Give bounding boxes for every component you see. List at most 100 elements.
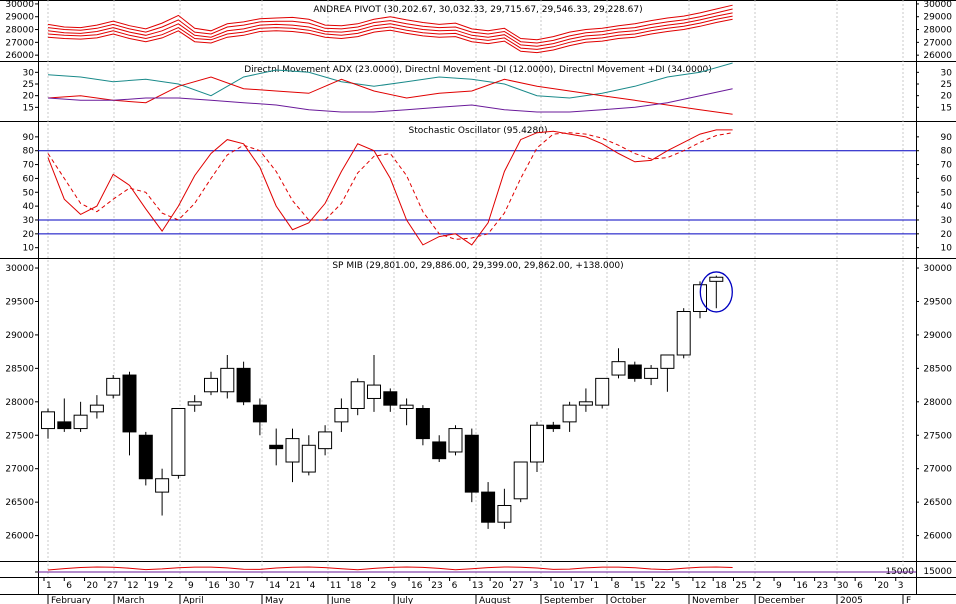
candle-body <box>204 377 218 393</box>
y-tick-label-right: 27500 <box>923 431 952 441</box>
candle-body <box>236 367 251 403</box>
x-day-label: 12 <box>127 581 138 591</box>
candle-body <box>89 404 104 413</box>
dmi-panel: Directnl Movement ADX (23.0000), Directn… <box>23 62 953 115</box>
x-day-label: 9 <box>391 581 397 591</box>
y-tick-label-right: 29000 <box>923 331 952 341</box>
y-tick-label-right: 26500 <box>923 498 952 508</box>
candle-body <box>318 431 333 450</box>
x-day-label: 6 <box>452 581 458 591</box>
y-tick-label-right: 80 <box>941 147 953 157</box>
y-tick-label-right: 50 <box>941 188 953 198</box>
y-tick-label-left: 27000 <box>5 465 34 475</box>
y-tick-label-right: 26000 <box>923 532 952 542</box>
x-day-label: 22 <box>654 581 665 591</box>
y-tick-label-right: 29000 <box>923 13 952 23</box>
y-tick-label-left: 25 <box>23 80 34 90</box>
series-line-di <box>47 62 733 99</box>
x-day-label: 21 <box>289 581 300 591</box>
candle-body <box>464 434 479 493</box>
y-tick-label-left: 28000 <box>5 26 34 36</box>
candle-body <box>334 407 349 423</box>
candle-body <box>367 384 381 399</box>
candle-body <box>481 491 496 523</box>
x-day-label: 30 <box>837 581 849 591</box>
y-tick-label-right: 26000 <box>923 51 952 61</box>
y-tick-label-left: 30 <box>23 68 35 78</box>
x-day-label: 7 <box>249 581 255 591</box>
y-tick-label-left: 50 <box>23 188 35 198</box>
stochastic-panel: Stochastic Oscillator (95.4280) 90 90 80 80… <box>23 126 953 254</box>
x-day-label: 1 <box>46 581 52 591</box>
x-month-label: September <box>544 596 594 604</box>
series-line-s1 <box>47 15 733 50</box>
y-tick-label-left: 30000 <box>5 264 34 274</box>
x-day-label: 20 <box>492 581 504 591</box>
pivot-panel: ANDREA PIVOT (30,202.67, 30,032.33, 29,7… <box>5 0 952 61</box>
x-month-label: March <box>117 596 144 604</box>
series-line-d <box>47 132 733 240</box>
x-month-label: August <box>479 596 511 604</box>
y-tick-label-left: 20 <box>23 230 35 240</box>
y-tick-label-right: 28000 <box>923 398 952 408</box>
x-day-label: 6 <box>66 581 72 591</box>
x-month-label: F <box>906 596 911 604</box>
series-line-pivot <box>47 12 733 47</box>
x-day-label: 13 <box>472 581 483 591</box>
candlesticks <box>41 275 724 529</box>
x-month-label: February <box>51 596 92 604</box>
stochastic-title: Stochastic Oscillator (95.4280) <box>408 126 547 136</box>
x-day-label: 16 <box>796 581 808 591</box>
x-month-label: 2005 <box>840 596 863 604</box>
candle-body <box>220 367 235 393</box>
x-day-label: 16 <box>411 581 423 591</box>
x-day-label: 2 <box>168 581 174 591</box>
highlight-circle <box>699 271 733 313</box>
y-tick-label-right: 60 <box>941 174 953 184</box>
candle-body <box>578 401 593 406</box>
y-tick-label-right: 27000 <box>923 38 952 48</box>
candle-body <box>595 377 610 406</box>
x-day-label: 27 <box>512 581 523 591</box>
stochastic-lines <box>47 129 733 246</box>
y-tick-label-left: 29000 <box>5 13 34 23</box>
y-tick-label-left: 28500 <box>5 364 34 374</box>
x-day-label: 1 <box>594 581 600 591</box>
x-day-label: 30 <box>229 581 241 591</box>
y-tick-label-left: 26000 <box>5 51 34 61</box>
price-title: SP MIB (29,801.00, 29,886.00, 29,399.00,… <box>332 261 623 271</box>
candle-body <box>301 444 316 473</box>
x-day-label: 5 <box>675 581 681 591</box>
x-day-label: 17 <box>573 581 584 591</box>
candle-body <box>138 434 153 480</box>
candle-body <box>383 391 398 406</box>
candle-body <box>611 361 626 376</box>
y-tick-label-right: 20 <box>941 92 953 102</box>
x-day-label: 6 <box>857 581 863 591</box>
candle-body <box>660 354 675 369</box>
candle-body <box>285 438 300 463</box>
x-day-label: 23 <box>817 581 828 591</box>
x-month-label: May <box>265 596 284 604</box>
candle-body <box>57 421 72 430</box>
x-day-label: 14 <box>269 581 281 591</box>
y-tick-label-left: 20 <box>23 92 35 102</box>
y-tick-label-right: 28000 <box>923 26 952 36</box>
price-y-ticks: 30000 30000 29500 29500 29000 29000 28500 28500… <box>5 264 952 542</box>
volume-tick-right: 15000 <box>923 567 952 577</box>
y-tick-label-right: 25 <box>941 80 952 90</box>
y-tick-label-right: 30 <box>941 68 953 78</box>
candle-body <box>497 504 512 523</box>
dmi-lines <box>47 62 733 115</box>
candle-body <box>644 367 659 379</box>
pivot-title: ANDREA PIVOT (30,202.67, 30,032.33, 29,7… <box>313 5 642 15</box>
candle-body <box>155 478 170 493</box>
candle-body <box>73 414 88 430</box>
y-tick-label-left: 15 <box>23 103 34 113</box>
x-day-label: 3 <box>533 581 539 591</box>
x-day-label: 10 <box>553 581 565 591</box>
series-line-di <box>47 76 733 115</box>
candle-body <box>171 407 186 476</box>
